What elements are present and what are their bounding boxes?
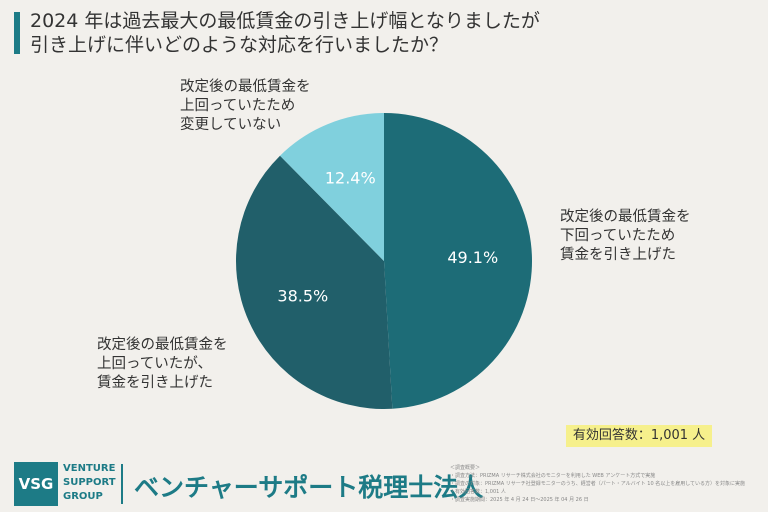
note-line: ・調査の対象：PRIZMA リサーチ社登録モニターのうち、経営者（パート・アルバ… bbox=[450, 481, 746, 487]
chart-title: 2024 年は過去最大の最低賃金の引き上げ幅となりましたが 引き上げに伴いどのよ… bbox=[30, 10, 540, 56]
pie-slice bbox=[384, 113, 533, 409]
category-label: 改定後の最低賃金を 下回っていたため 賃金を引き上げた bbox=[560, 209, 691, 263]
note-line: ・有効回答数：1,001 人 bbox=[450, 489, 506, 495]
annotation: 有効回答数：1,001 人 bbox=[566, 425, 712, 447]
note-line: ・調査実施期間：2025 年 4 月 24 日～2025 年 04 月 26 日 bbox=[450, 497, 589, 503]
note-line: ・調査方法：PRIZMA リサーチ株式会社のモニターを利用した WEB アンケー… bbox=[450, 473, 656, 479]
company: ベンチャーサポート税理士法人 bbox=[134, 473, 484, 502]
notes: ＜調査概要＞ ・調査方法：PRIZMA リサーチ株式会社のモニターを利用した WE… bbox=[450, 464, 745, 504]
value-label: 38.5% bbox=[277, 287, 328, 306]
category-label: 改定後の最低賃金を 上回っていたため 変更していない bbox=[180, 79, 311, 133]
category-label: 改定後の最低賃金を 上回っていたが、 賃金を引き上げた bbox=[97, 337, 228, 391]
title-accent bbox=[14, 12, 20, 54]
separator bbox=[121, 464, 123, 504]
value-label: 49.1% bbox=[447, 248, 498, 267]
value-label: 12.4% bbox=[325, 168, 376, 187]
pie-slice bbox=[236, 155, 393, 409]
note-line: ＜調査概要＞ bbox=[450, 465, 481, 471]
brand: VENTURE SUPPORT GROUP bbox=[63, 463, 116, 502]
pie-slice bbox=[280, 113, 384, 261]
logo: VSG bbox=[14, 462, 58, 506]
